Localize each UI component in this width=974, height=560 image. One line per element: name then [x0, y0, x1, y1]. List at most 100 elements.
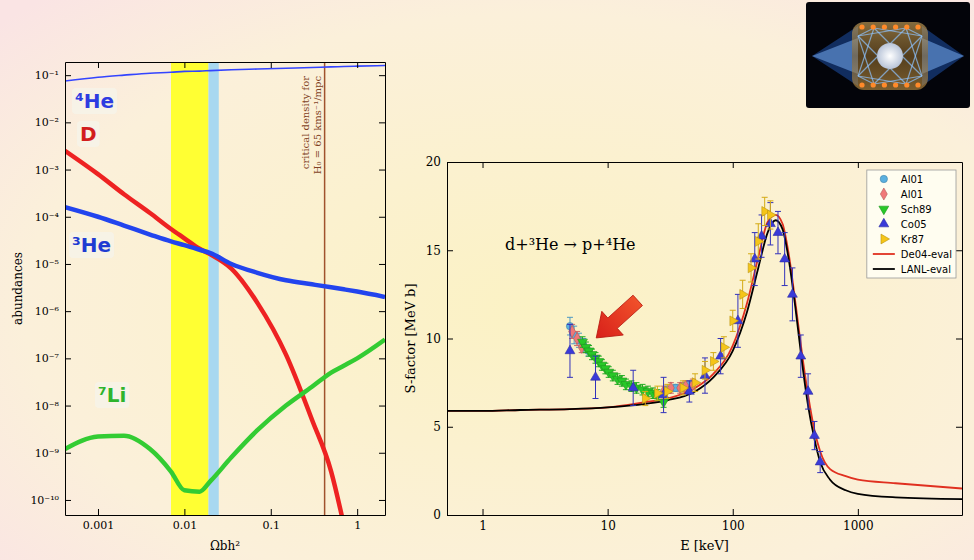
- axis-line: [448, 515, 963, 516]
- series-points: [566, 317, 693, 393]
- inset-spot: [915, 24, 920, 29]
- error-bar-cap: [798, 377, 804, 378]
- tick-label: 20: [426, 155, 441, 169]
- tick: 0: [433, 508, 453, 522]
- tick-label: 1000: [843, 519, 874, 533]
- tick-mark: [733, 509, 734, 515]
- data-point: [796, 350, 806, 359]
- highlight-arrow: [585, 288, 648, 349]
- axis: 05101520: [426, 155, 453, 522]
- tick-mark: [483, 162, 484, 168]
- series-line: [65, 151, 344, 515]
- data-point: [655, 388, 664, 398]
- error-bar-cap: [642, 405, 648, 406]
- error-bar-cap: [642, 391, 648, 392]
- series-line: [65, 207, 385, 297]
- tick: 10⁻⁹: [35, 447, 71, 460]
- inset-image: [806, 2, 970, 108]
- data-point: [803, 386, 813, 395]
- series-label-patch: [95, 382, 129, 408]
- error-bar-cap: [686, 402, 692, 403]
- tick: [733, 162, 734, 168]
- tick-label: 15: [426, 244, 441, 258]
- tick-mark: [98, 509, 99, 515]
- tick-mark: [271, 62, 272, 68]
- data-point: [740, 289, 749, 299]
- data-point: [711, 357, 720, 367]
- series-points: [569, 324, 697, 397]
- error-bar-cap: [654, 400, 660, 401]
- error-bar-cap: [692, 391, 698, 392]
- legend-swatch: [880, 188, 887, 200]
- tick-mark: [357, 509, 358, 515]
- error-bar-cap: [702, 361, 708, 362]
- tick: [956, 427, 962, 428]
- legend-label: Co05: [901, 219, 927, 230]
- legend-swatch: [880, 175, 887, 182]
- tick: 10⁻¹: [35, 69, 71, 82]
- error-bar-cap: [817, 472, 823, 473]
- error-bar-cap: [721, 336, 727, 337]
- data-point: [565, 345, 575, 354]
- tick: 1: [354, 509, 361, 532]
- tick-label: 1: [479, 519, 487, 533]
- legend-label: De04-eval: [901, 249, 952, 260]
- series-points: [642, 197, 776, 405]
- tick-label: 10⁻⁷: [35, 352, 60, 365]
- error-bar-cap: [721, 357, 727, 358]
- error-bar-cap: [752, 285, 758, 286]
- tick: [184, 62, 185, 68]
- tick-label: 10⁻¹: [35, 69, 59, 82]
- inset-beam: [812, 26, 858, 86]
- error-bar-cap: [692, 373, 698, 374]
- axis-line: [66, 515, 386, 516]
- error-bar-cap: [782, 232, 788, 233]
- inset-beam: [922, 26, 964, 86]
- data-point: [748, 263, 757, 273]
- error-bar-cap: [755, 223, 761, 224]
- tick-label: 10: [600, 519, 615, 533]
- tick: [858, 162, 859, 168]
- tick-label: 0.01: [173, 519, 198, 532]
- chart-title: d+³He → p+⁴He: [505, 235, 636, 254]
- error-bar-cap: [661, 412, 667, 413]
- x-axis-title: Ωbh²: [210, 539, 240, 553]
- data-point: [780, 253, 790, 262]
- data-point: [664, 387, 673, 397]
- tick-mark: [65, 264, 71, 265]
- tick-mark: [379, 170, 385, 171]
- tick-mark: [379, 358, 385, 359]
- error-bar-cap: [740, 308, 746, 309]
- plot-area: [65, 62, 385, 515]
- tick: [379, 358, 385, 359]
- tick-mark: [447, 515, 453, 516]
- tick-mark: [447, 427, 453, 428]
- error-bar-cap: [718, 373, 724, 374]
- error-bar-cap: [789, 320, 795, 321]
- tick-label: 10⁻²: [35, 116, 59, 129]
- tick-mark: [733, 162, 734, 168]
- inset-spot: [904, 24, 909, 29]
- tick: [379, 500, 385, 501]
- legend-swatch: [881, 234, 890, 244]
- data-point: [680, 383, 689, 393]
- tick-label: 0: [433, 508, 441, 522]
- tick-mark: [379, 311, 385, 312]
- legend-label: Al01: [901, 189, 923, 200]
- tick: [608, 162, 609, 168]
- y-axis-title: abundances: [11, 252, 25, 325]
- tick: [379, 122, 385, 123]
- series-label: D: [80, 122, 97, 146]
- tick: [379, 217, 385, 218]
- error-bar-cap: [702, 393, 708, 394]
- tick-mark: [65, 453, 71, 454]
- tick-mark: [447, 339, 453, 340]
- series-points: [578, 337, 669, 408]
- series-label-patch: [72, 88, 117, 114]
- inset-spot: [882, 24, 887, 29]
- legend-swatch: [873, 253, 895, 255]
- inset-spot: [904, 82, 909, 87]
- axis: 0.0010.010.11: [66, 509, 386, 532]
- tick-label: 10⁻⁸: [35, 400, 60, 413]
- tick-mark: [858, 509, 859, 515]
